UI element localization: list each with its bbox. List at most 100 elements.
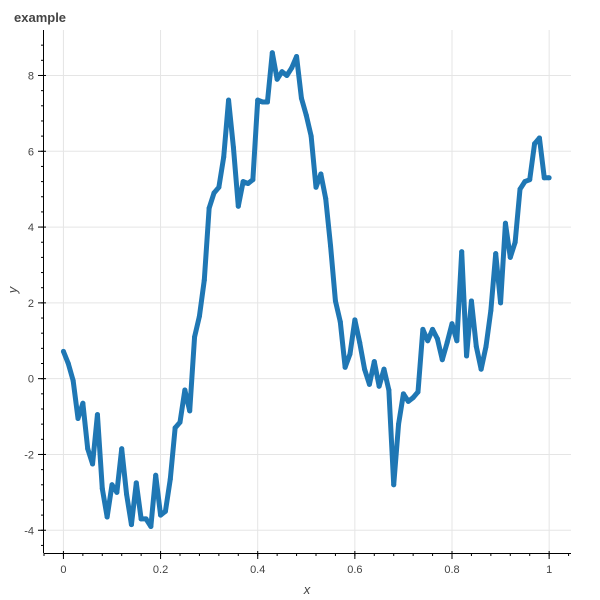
data-point: [221, 154, 227, 160]
data-point: [478, 366, 484, 372]
series-line-0: [60, 50, 552, 529]
data-point: [245, 180, 251, 186]
data-point: [328, 243, 334, 249]
data-point: [289, 65, 295, 71]
data-point: [468, 298, 474, 304]
data-point: [264, 99, 270, 105]
data-point: [255, 97, 261, 103]
data-point: [488, 307, 494, 313]
data-point: [250, 177, 256, 183]
data-point: [235, 203, 241, 209]
data-point: [128, 522, 134, 528]
data-point: [323, 196, 329, 202]
data-point: [90, 461, 96, 467]
data-point: [512, 239, 518, 245]
data-point: [386, 387, 392, 393]
data-point: [357, 340, 363, 346]
data-point: [177, 419, 183, 425]
data-point: [274, 76, 280, 82]
data-point: [85, 446, 91, 452]
data-point: [119, 446, 125, 452]
data-point: [430, 326, 436, 332]
x-tick-label: 0: [60, 564, 66, 576]
data-point: [99, 486, 105, 492]
data-point: [522, 179, 528, 185]
data-point: [143, 516, 149, 522]
data-point: [318, 171, 324, 177]
data-point: [449, 321, 455, 327]
y-tick-label: 2: [28, 298, 34, 310]
data-point: [114, 489, 120, 495]
y-axis: -4 -2 0 2 4 6 8: [24, 30, 46, 553]
data-point: [216, 184, 222, 190]
data-point: [172, 425, 178, 431]
data-point: [153, 472, 159, 478]
data-point: [284, 72, 290, 78]
data-point: [158, 512, 164, 518]
data-point: [70, 378, 76, 384]
data-point: [546, 175, 552, 181]
y-tick-label: 6: [28, 146, 34, 158]
data-point: [362, 366, 368, 372]
x-tick-label: 0.4: [250, 564, 265, 576]
data-point: [226, 97, 232, 103]
data-point: [94, 412, 100, 418]
data-point: [75, 415, 81, 421]
data-point: [260, 99, 266, 105]
data-point: [405, 398, 411, 404]
plot-area: [60, 50, 552, 529]
data-point: [541, 175, 547, 181]
y-tick-label: 8: [28, 70, 34, 82]
data-point: [352, 317, 358, 323]
data-point: [493, 251, 499, 257]
x-tick-label: 0.2: [153, 564, 168, 576]
data-point: [464, 353, 470, 359]
data-point: [201, 277, 207, 283]
data-point: [459, 249, 465, 255]
x-axis-label: x: [303, 582, 311, 597]
data-point: [148, 523, 154, 529]
data-point: [473, 343, 479, 349]
data-point: [332, 298, 338, 304]
data-point: [230, 144, 236, 150]
data-point: [527, 177, 533, 183]
data-point: [196, 313, 202, 319]
data-point: [347, 351, 353, 357]
data-point: [192, 334, 198, 340]
data-point: [298, 95, 304, 101]
data-point: [391, 482, 397, 488]
y-tick-label: -2: [24, 449, 34, 461]
data-point: [138, 516, 144, 522]
y-tick-label: -4: [24, 525, 34, 537]
series-line: [61, 50, 550, 529]
data-point: [187, 408, 193, 414]
data-point: [517, 186, 523, 192]
chart-title: example: [14, 10, 66, 25]
data-point: [381, 366, 387, 372]
data-point: [240, 179, 246, 185]
data-point: [313, 184, 319, 190]
data-point: [396, 421, 402, 427]
x-tick-label: 1: [546, 564, 552, 576]
data-point: [211, 190, 217, 196]
data-point: [425, 338, 431, 344]
data-point: [454, 338, 460, 344]
data-point: [376, 383, 382, 389]
x-axis: 0 0.2 0.4 0.6 0.8 1: [43, 551, 571, 576]
data-point: [182, 387, 188, 393]
data-point: [536, 135, 542, 141]
data-point: [415, 389, 421, 395]
data-point: [483, 343, 489, 349]
data-point: [444, 340, 450, 346]
data-point: [80, 400, 86, 406]
y-tick-label: 4: [28, 222, 34, 234]
data-point: [502, 220, 508, 226]
x-tick-label: 0.6: [347, 564, 362, 576]
y-axis-label: y: [5, 285, 20, 294]
data-point: [410, 395, 416, 401]
data-point: [532, 141, 538, 147]
x-tick-label: 0.8: [444, 564, 459, 576]
data-point: [400, 391, 406, 397]
data-point: [162, 508, 168, 514]
